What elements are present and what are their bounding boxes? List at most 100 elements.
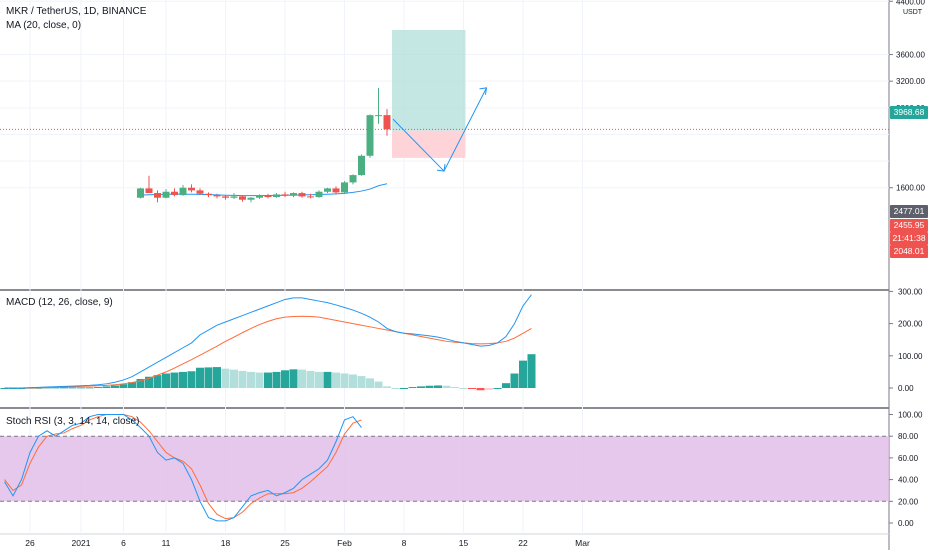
stoch-rsi-tick-label: 20.00 <box>898 497 919 506</box>
candle-body <box>307 196 314 198</box>
current-price-tag: 2477.01 <box>890 205 928 218</box>
candle-body <box>256 195 263 198</box>
candle-body <box>315 191 323 198</box>
entry-price-tag: 2455.95 <box>890 219 928 232</box>
macd-histogram-bar <box>357 376 366 388</box>
macd-tick-label: 300.00 <box>898 287 923 296</box>
macd-histogram-bar <box>153 375 162 388</box>
date-tick-label: 8 <box>402 538 407 548</box>
macd-histogram-bar <box>434 385 442 388</box>
stoch-rsi-tick-label: 40.00 <box>898 476 919 485</box>
macd-tick-label: 200.00 <box>898 320 923 329</box>
candle-body <box>349 175 357 183</box>
stop-price-tag: 2048.01 <box>890 245 928 258</box>
long-position-stop-zone <box>392 130 466 158</box>
projection-arrowhead <box>479 87 488 95</box>
macd-histogram-bar <box>94 387 102 389</box>
macd-histogram-bar <box>179 371 187 388</box>
macd-histogram-bar <box>323 371 332 388</box>
macd-histogram-bar <box>366 378 374 388</box>
date-tick-label: 25 <box>280 538 290 548</box>
candle-body <box>230 196 238 198</box>
macd-histogram-bar <box>468 388 476 389</box>
macd-histogram-bar <box>221 368 230 388</box>
candle-body <box>239 196 246 200</box>
candle-body <box>171 191 178 196</box>
macd-histogram-bar <box>187 371 196 388</box>
candle-body <box>179 187 187 196</box>
candle-body <box>366 115 374 156</box>
stoch-rsi-k-line <box>4 414 362 522</box>
macd-histogram-bar <box>162 373 170 388</box>
macd-histogram-bar <box>400 388 408 389</box>
macd-histogram-bar <box>417 386 425 388</box>
macd-histogram-bar <box>476 388 485 391</box>
macd-histogram-bar <box>68 387 77 389</box>
candle-body <box>358 155 365 176</box>
macd-tick-label: 100.00 <box>898 352 923 361</box>
stoch-rsi-band <box>0 436 889 502</box>
stoch-rsi-tick-label: 0.00 <box>898 519 914 528</box>
candle-body <box>188 187 195 191</box>
price-tick-label: 3600.00 <box>896 51 925 60</box>
macd-histogram-bar <box>408 387 417 389</box>
macd-histogram-bar <box>289 369 298 388</box>
macd-histogram-bar <box>340 373 349 388</box>
date-tick-label: 18 <box>221 538 231 548</box>
macd-histogram-bar <box>527 354 536 388</box>
macd-signal-line <box>4 315 532 389</box>
candle-body <box>213 195 221 197</box>
candle-body <box>273 194 280 198</box>
macd-histogram-bar <box>272 371 281 388</box>
candle-body <box>332 188 340 193</box>
macd-histogram-bar <box>493 388 502 389</box>
macd-histogram-bar <box>255 372 264 388</box>
macd-histogram-bar <box>111 385 119 388</box>
macd-histogram-bar <box>281 370 289 388</box>
macd-histogram-bar <box>391 388 400 389</box>
stoch-rsi-tick-label: 60.00 <box>898 454 919 463</box>
countdown-tag: 21:41:38 <box>890 232 928 245</box>
macd-line <box>4 294 532 389</box>
macd-histogram-bar <box>213 367 221 388</box>
macd-legend[interactable]: MACD (12, 26, close, 9) <box>6 297 113 308</box>
stoch-rsi-legend[interactable]: Stoch RSI (3, 3, 14, 14, close) <box>6 416 140 427</box>
macd-histogram-bar <box>459 388 468 389</box>
long-position-target-zone <box>392 29 466 131</box>
macd-histogram-bar <box>204 367 213 388</box>
macd-histogram-bar <box>374 381 383 388</box>
stoch-rsi-d-line <box>4 414 362 520</box>
macd-histogram-bar <box>102 386 111 388</box>
macd-tick-label: 0.00 <box>898 384 914 393</box>
macd-histogram-bar <box>238 370 247 388</box>
macd-histogram-bar <box>264 372 272 388</box>
candle-body <box>222 196 229 198</box>
date-tick-label: 2021 <box>72 538 91 548</box>
macd-histogram-bar <box>77 387 85 389</box>
stoch-rsi-tick-label: 80.00 <box>898 432 919 441</box>
candle-body <box>162 191 170 198</box>
date-tick-label: 11 <box>162 538 171 548</box>
price-tick-label: 4400.00 <box>896 0 925 6</box>
macd-histogram-bar <box>196 367 204 388</box>
macd-histogram-bar <box>442 385 451 388</box>
macd-histogram-bar <box>136 378 145 388</box>
symbol-legend[interactable]: MKR / TetherUS, 1D, BINANCE <box>6 6 147 17</box>
date-tick-label: 22 <box>518 538 528 548</box>
macd-histogram-bar <box>425 385 434 388</box>
price-unit-label: USDT <box>903 9 923 16</box>
date-tick-label: Mar <box>575 538 590 548</box>
candle-body <box>145 188 153 194</box>
candle-body <box>205 193 212 196</box>
macd-histogram-bar <box>315 371 323 388</box>
candle-body <box>298 193 306 197</box>
macd-histogram-bar <box>485 388 493 390</box>
candle-body <box>290 193 297 196</box>
candle-body <box>281 194 289 196</box>
date-tick-label: 6 <box>121 538 126 548</box>
macd-histogram-bar <box>332 372 340 388</box>
ma-legend[interactable]: MA (20, close, 0) <box>6 20 82 31</box>
macd-histogram-bar <box>230 369 238 388</box>
